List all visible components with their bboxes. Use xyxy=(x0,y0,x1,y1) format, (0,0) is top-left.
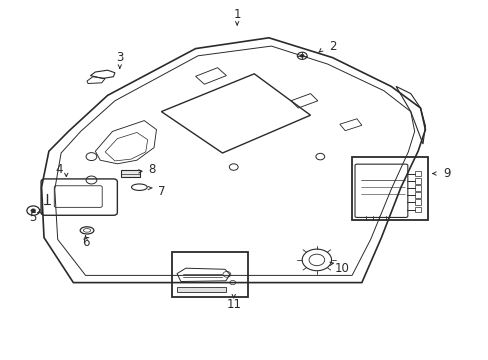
Text: 3: 3 xyxy=(116,51,123,64)
Text: 7: 7 xyxy=(157,185,165,198)
Bar xyxy=(414,185,420,191)
Bar xyxy=(351,157,427,220)
Text: 9: 9 xyxy=(443,167,450,180)
Text: 2: 2 xyxy=(328,40,336,53)
Bar xyxy=(177,287,225,292)
Text: 4: 4 xyxy=(55,163,62,176)
Bar xyxy=(414,178,420,184)
Bar xyxy=(172,252,247,297)
FancyBboxPatch shape xyxy=(121,170,140,177)
Text: 5: 5 xyxy=(29,211,37,224)
Text: 8: 8 xyxy=(147,163,155,176)
Text: 1: 1 xyxy=(233,8,241,21)
Bar xyxy=(414,192,420,198)
Circle shape xyxy=(300,54,304,57)
Bar xyxy=(414,199,420,205)
Circle shape xyxy=(31,209,36,212)
Text: 10: 10 xyxy=(334,262,349,275)
Text: 6: 6 xyxy=(81,237,89,249)
Text: 11: 11 xyxy=(226,298,241,311)
Bar xyxy=(414,171,420,176)
Bar xyxy=(414,207,420,212)
